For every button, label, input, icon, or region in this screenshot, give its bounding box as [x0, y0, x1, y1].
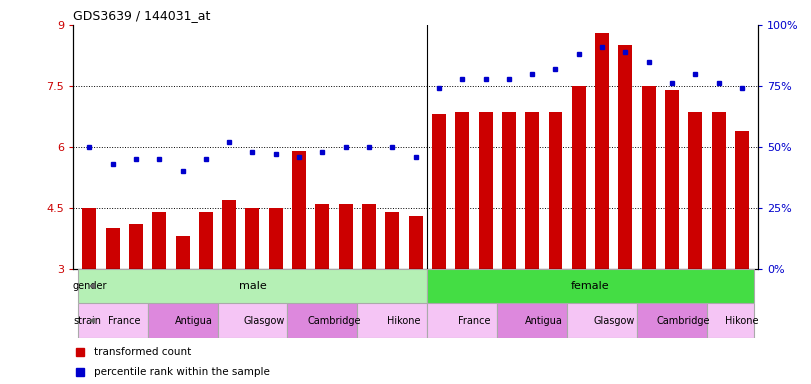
Bar: [362, 204, 376, 269]
Bar: [567, 303, 637, 338]
Text: percentile rank within the sample: percentile rank within the sample: [93, 367, 269, 377]
Bar: [642, 86, 656, 269]
Bar: [148, 303, 217, 338]
Bar: [246, 208, 260, 269]
Bar: [105, 228, 119, 269]
Bar: [222, 200, 236, 269]
Bar: [707, 303, 753, 338]
Bar: [427, 269, 753, 303]
Bar: [432, 114, 446, 269]
Text: Glasgow: Glasgow: [593, 316, 634, 326]
Bar: [385, 212, 399, 269]
Bar: [665, 90, 679, 269]
Bar: [199, 212, 212, 269]
Text: Antigua: Antigua: [175, 316, 213, 326]
Bar: [129, 224, 143, 269]
Bar: [478, 113, 492, 269]
Text: transformed count: transformed count: [93, 347, 191, 357]
Bar: [455, 113, 470, 269]
Bar: [358, 303, 427, 338]
Bar: [502, 113, 516, 269]
Bar: [78, 269, 427, 303]
Text: strain: strain: [73, 316, 101, 326]
Bar: [175, 236, 190, 269]
Text: France: France: [457, 316, 490, 326]
Text: Antigua: Antigua: [525, 316, 563, 326]
Bar: [409, 216, 423, 269]
Text: Cambridge: Cambridge: [657, 316, 710, 326]
Bar: [78, 303, 148, 338]
Bar: [712, 113, 726, 269]
Bar: [82, 208, 97, 269]
Bar: [595, 33, 609, 269]
Text: female: female: [571, 281, 610, 291]
Bar: [217, 303, 287, 338]
Text: gender: gender: [73, 281, 108, 291]
Text: Hikone: Hikone: [387, 316, 421, 326]
Bar: [427, 303, 497, 338]
Bar: [619, 45, 633, 269]
Text: France: France: [108, 316, 140, 326]
Bar: [268, 208, 283, 269]
Bar: [689, 113, 702, 269]
Text: Cambridge: Cambridge: [307, 316, 361, 326]
Text: Hikone: Hikone: [725, 316, 759, 326]
Bar: [287, 303, 358, 338]
Bar: [572, 86, 586, 269]
Bar: [315, 204, 329, 269]
Bar: [292, 151, 306, 269]
Bar: [548, 113, 563, 269]
Bar: [339, 204, 353, 269]
Bar: [497, 303, 567, 338]
Text: GDS3639 / 144031_at: GDS3639 / 144031_at: [73, 9, 210, 22]
Bar: [526, 113, 539, 269]
Text: Glasgow: Glasgow: [243, 316, 285, 326]
Bar: [637, 303, 707, 338]
Bar: [735, 131, 749, 269]
Bar: [152, 212, 166, 269]
Text: male: male: [238, 281, 266, 291]
